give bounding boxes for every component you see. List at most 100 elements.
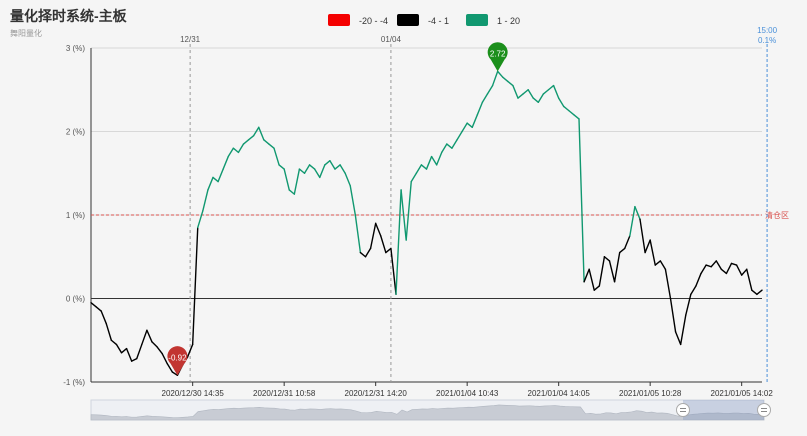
zoom-selection[interactable] (683, 400, 764, 420)
series-segment (90, 301, 97, 308)
series-segment (319, 164, 326, 179)
series-segment (354, 214, 362, 254)
series-segment (263, 139, 270, 145)
series-segment (242, 139, 250, 145)
series-segment (674, 331, 682, 346)
series-segment (202, 189, 209, 212)
series-segment (700, 264, 707, 275)
series-segment (446, 143, 453, 149)
series-segment (105, 322, 113, 341)
series-segment (456, 130, 463, 141)
series-segment (400, 189, 407, 241)
legend[interactable]: -20 - -4 -4 - 1 1 - 20 (328, 14, 520, 26)
series-segment (100, 310, 107, 325)
legend-label: -20 - -4 (359, 16, 388, 26)
series-segment (222, 155, 229, 170)
series-segment (563, 105, 570, 112)
legend-swatch[interactable] (328, 14, 350, 26)
zoom-handle[interactable] (676, 403, 690, 417)
series-segment (552, 84, 560, 99)
series-segment (339, 164, 346, 174)
series-segment (385, 247, 392, 254)
series-segment (624, 235, 631, 250)
series-segment (156, 346, 163, 355)
series-segment (471, 114, 479, 129)
series-segment (476, 101, 484, 116)
series-segment (573, 114, 580, 120)
max-marker-pin (487, 42, 508, 72)
series-segment (669, 297, 677, 333)
series-segment (166, 362, 174, 373)
series-segment (542, 89, 550, 95)
legend-label: -4 - 1 (428, 16, 449, 26)
series-segment (258, 126, 265, 141)
zoom-handle[interactable] (757, 403, 771, 417)
series-segment (329, 160, 336, 170)
series-segment (593, 285, 601, 291)
series-segment (537, 93, 545, 103)
series-segment (618, 247, 626, 254)
series-segment (583, 268, 590, 283)
series-segment (730, 262, 738, 266)
series-segment (756, 289, 763, 296)
series-segment (298, 168, 306, 174)
series-segment (380, 235, 387, 254)
series-segment (466, 122, 473, 129)
series-segment (710, 260, 717, 268)
series-segment (125, 347, 133, 362)
series-layer (90, 70, 763, 377)
y-tick-label: 1 (%) (66, 211, 85, 220)
series-segment (232, 147, 240, 154)
series-segment (430, 155, 438, 166)
zoom-slider[interactable] (90, 399, 771, 421)
series-segment (522, 89, 529, 95)
series-segment (344, 172, 351, 187)
page-subtitle: 舞阳量化 (10, 29, 42, 38)
y-tick-label: -1 (%) (63, 378, 85, 387)
series-segment (502, 76, 509, 83)
y-tick-label: 0 (%) (66, 295, 85, 304)
series-segment (527, 89, 534, 99)
series-segment (491, 70, 499, 87)
series-segment (568, 109, 575, 116)
page-title: 量化择时系统-主板 (10, 8, 127, 24)
legend-swatch[interactable] (466, 14, 488, 26)
legend-label: 1 - 20 (497, 16, 520, 26)
series-segment (496, 70, 504, 78)
x-tick-label: 2020/12/31 14:20 (345, 389, 408, 398)
series-segment (664, 268, 672, 300)
series-segment (95, 306, 102, 312)
series-segment (308, 164, 316, 170)
series-segment (639, 218, 646, 254)
x-tick-label: 2021/01/05 14:02 (711, 389, 774, 398)
series-segment (374, 222, 382, 237)
series-segment (441, 143, 448, 154)
series-segment (130, 357, 138, 362)
series-segment (136, 343, 143, 360)
series-segment (532, 97, 540, 103)
cursor-time-label: 15:00 (757, 26, 778, 35)
series-segment (334, 164, 341, 170)
x-tick-label: 2021/01/04 14:05 (528, 389, 591, 398)
series-segment (151, 341, 158, 348)
marker-label: 2.72 (490, 49, 506, 58)
series-segment (735, 264, 743, 276)
series-segment (217, 168, 224, 183)
series-segment (110, 339, 118, 346)
series-segment (557, 97, 565, 108)
series-segment (746, 268, 753, 291)
series-segment (649, 239, 656, 266)
series-segment (247, 134, 255, 141)
series-segment (390, 247, 397, 296)
series-segment (369, 222, 377, 250)
legend-swatch[interactable] (397, 14, 419, 26)
series-segment (598, 256, 606, 287)
series-segment (725, 262, 733, 275)
x-tick-label: 2021/01/05 10:28 (619, 389, 682, 398)
overlay-layer: 15:000.1% -0.92 2.72 (167, 26, 778, 382)
series-segment (252, 126, 260, 137)
series-segment (146, 329, 153, 343)
x-tick-label: 2020/12/30 14:35 (162, 389, 225, 398)
